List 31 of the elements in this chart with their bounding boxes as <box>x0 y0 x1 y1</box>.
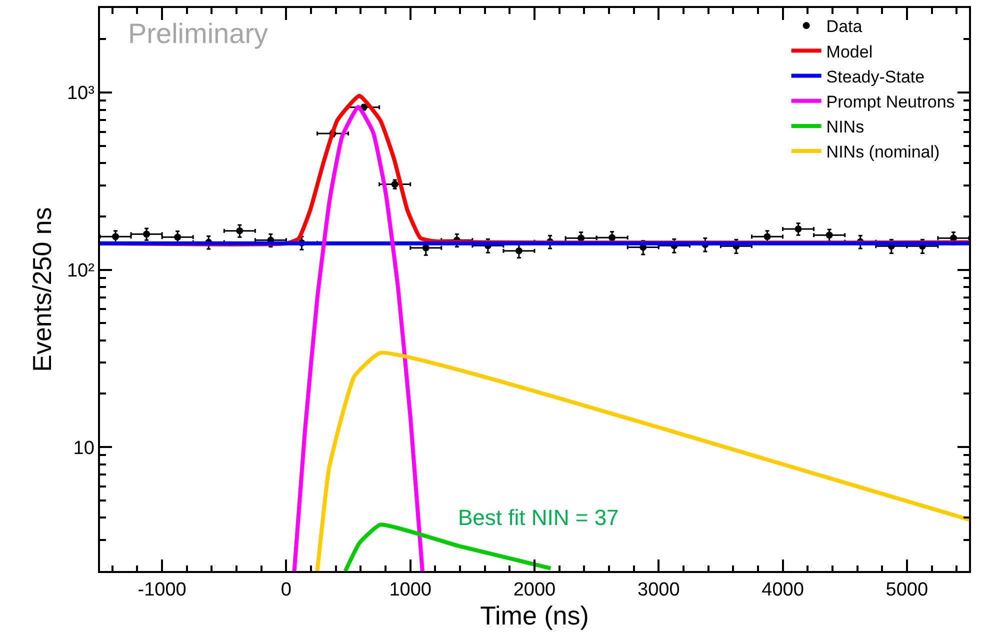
point <box>174 234 182 241</box>
x-tick-label: 5000 <box>886 580 928 601</box>
legend-label: Data <box>826 17 863 36</box>
point <box>826 232 833 239</box>
point <box>236 227 244 234</box>
x-tick-label: -1000 <box>138 580 186 601</box>
x-tick-label: 1000 <box>389 580 432 601</box>
x-tick-label: 4000 <box>762 580 804 601</box>
legend-label: Steady-State <box>826 67 925 86</box>
x-axis-title: Time (ns) <box>480 600 589 631</box>
x-tick-label: 0 <box>280 580 292 601</box>
x-tick-label: 3000 <box>638 580 680 601</box>
x-tick-label: 2000 <box>513 580 556 601</box>
line-series <box>315 350 969 571</box>
y-tick-label: 10³ <box>66 83 94 104</box>
point <box>143 230 150 238</box>
legend-label: NINs <box>826 118 864 137</box>
line-series <box>292 104 424 571</box>
point <box>764 233 771 240</box>
annotation: Preliminary <box>128 18 268 49</box>
point <box>515 247 522 254</box>
point <box>794 225 802 232</box>
legend-label: Model <box>826 42 873 62</box>
y-tick-label: 10² <box>66 260 94 282</box>
y-axis-title: Events/250 ns <box>26 207 57 372</box>
point <box>608 234 616 242</box>
legend-label: Prompt Neutrons <box>826 92 955 112</box>
legend-label: NINs (nominal) <box>826 142 940 162</box>
annotation: Best fit NIN = 37 <box>458 505 619 530</box>
y-tick-label: 10 <box>73 438 94 459</box>
point <box>112 233 120 240</box>
